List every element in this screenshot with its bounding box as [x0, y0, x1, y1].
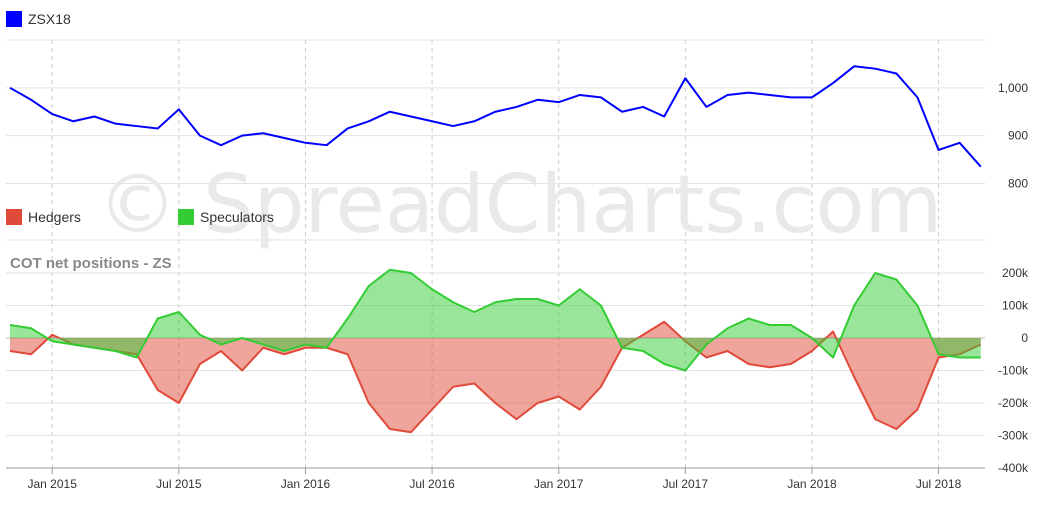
- x-tick-label: Jan 2018: [787, 477, 837, 491]
- legend-label-speculators: Speculators: [200, 209, 274, 225]
- speculators-line: [9, 268, 981, 372]
- cot-y-tick-label: -200k: [998, 396, 1029, 410]
- x-tick-label: Jul 2017: [663, 477, 709, 491]
- watermark: © SpreadCharts.com: [98, 158, 943, 251]
- legend-label-zsx18: ZSX18: [28, 11, 71, 27]
- cot-y-tick-label: 200k: [1002, 266, 1029, 280]
- price-y-tick-label: 1,000: [998, 81, 1028, 95]
- hedgers-area: [10, 321, 981, 433]
- cot-chart: [9, 268, 982, 434]
- cot-chart-title: COT net positions - ZS: [10, 255, 172, 272]
- x-tick-label: Jul 2015: [156, 477, 202, 491]
- legend-zsx18[interactable]: ZSX18: [6, 11, 71, 27]
- price-y-tick-label: 800: [1008, 176, 1028, 190]
- legend-hedgers[interactable]: Hedgers: [6, 209, 81, 225]
- speculators-area: [10, 269, 981, 371]
- x-tick-label: Jul 2016: [409, 477, 455, 491]
- cot-y-tick-label: -100k: [998, 364, 1029, 378]
- cot-y-tick-label: -300k: [998, 429, 1029, 443]
- legend-label-hedgers: Hedgers: [28, 209, 81, 225]
- x-tick-label: Jan 2017: [534, 477, 584, 491]
- x-axis-ticks: Jan 2015 Jul 2015 Jan 2016 Jul 2016 Jan 2017…: [6, 467, 985, 491]
- price-y-tick-label: 900: [1008, 129, 1028, 143]
- cot-y-tick-label: 0: [1021, 331, 1028, 345]
- cot-y-axis: 200k 100k 0 -100k -200k -300k -400k: [998, 266, 1029, 475]
- cot-y-tick-label: -400k: [998, 461, 1029, 475]
- x-tick-label: Jan 2015: [28, 477, 78, 491]
- legend-swatch-speculators: [178, 209, 194, 225]
- legend-swatch-zsx18: [6, 11, 22, 27]
- price-chart: [9, 65, 982, 168]
- price-line-zsx18: [9, 65, 982, 168]
- legend-swatch-hedgers: [6, 209, 22, 225]
- x-tick-label: Jul 2018: [916, 477, 962, 491]
- x-tick-label: Jan 2016: [281, 477, 331, 491]
- cot-y-tick-label: 100k: [1002, 299, 1029, 313]
- price-y-axis: 800 900 1,000: [998, 81, 1028, 191]
- legend-speculators[interactable]: Speculators: [178, 209, 274, 225]
